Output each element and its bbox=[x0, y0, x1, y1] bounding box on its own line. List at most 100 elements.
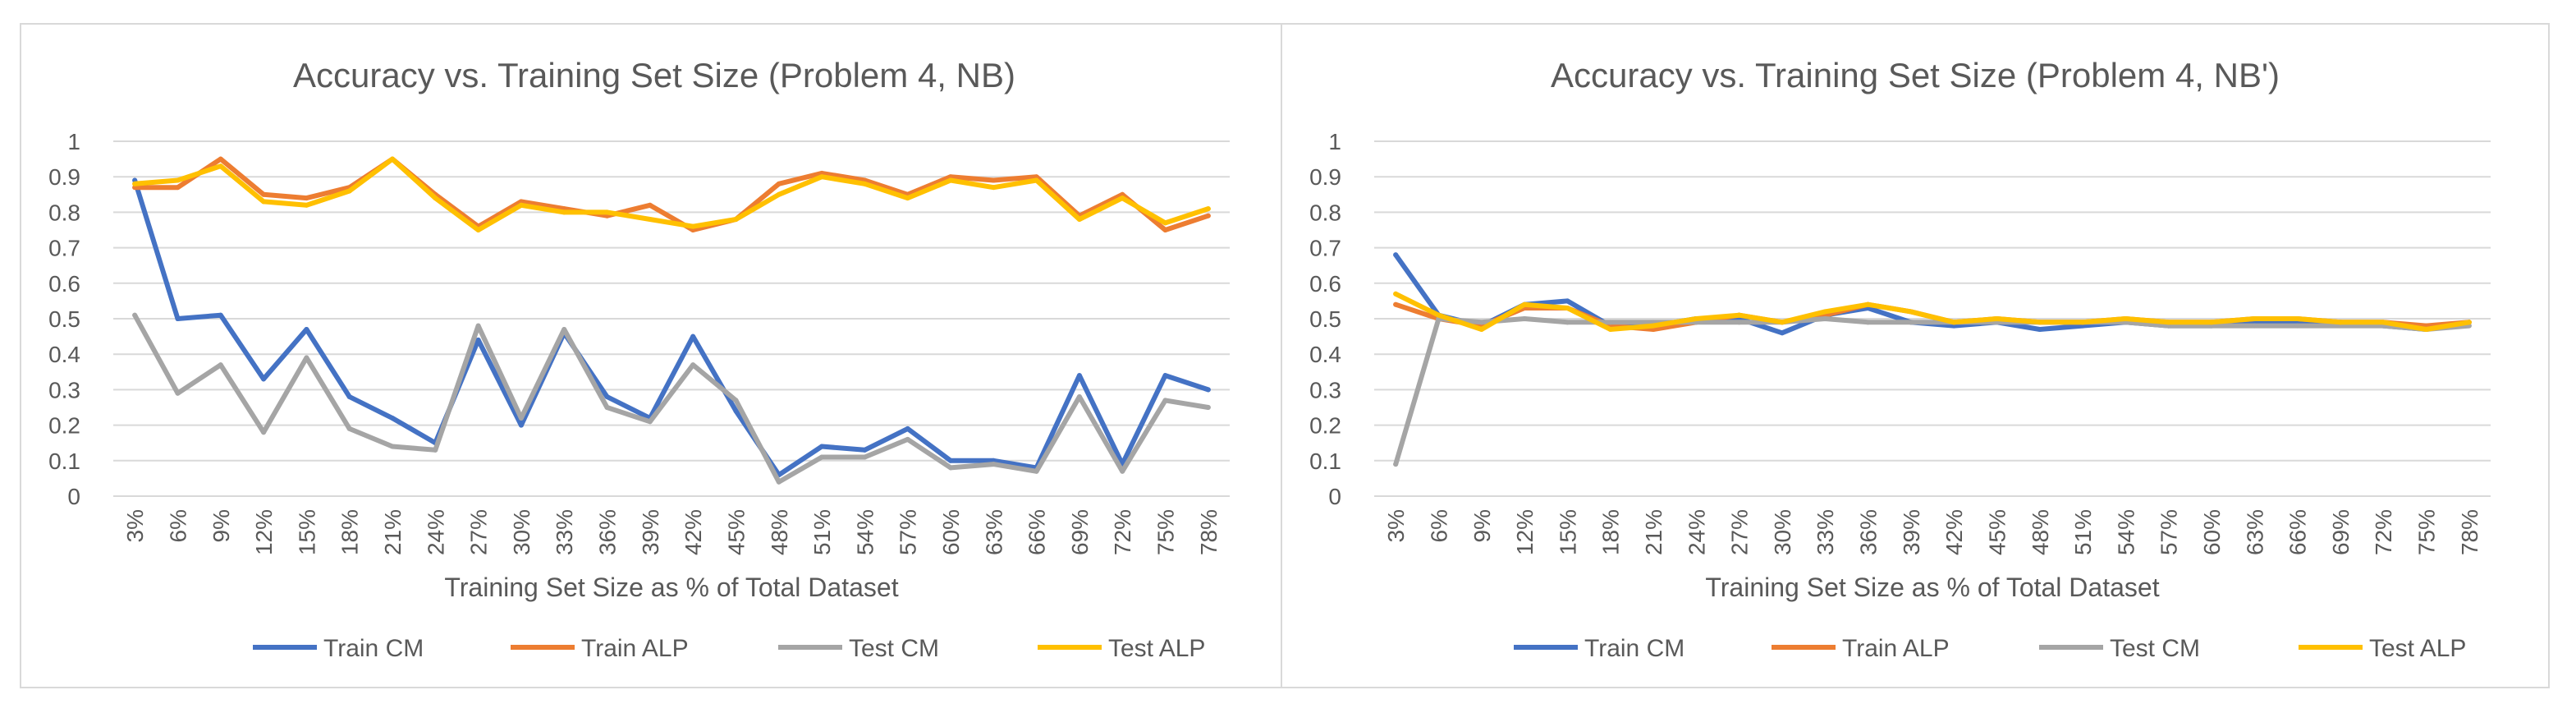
y-tick-label: 0.5 bbox=[48, 306, 80, 332]
data-point bbox=[1162, 228, 1168, 232]
x-tick-label: 75% bbox=[2414, 509, 2440, 555]
data-point bbox=[1120, 196, 1125, 201]
data-point bbox=[518, 422, 524, 428]
data-point bbox=[948, 174, 953, 180]
data-point bbox=[390, 156, 395, 162]
data-point bbox=[175, 316, 181, 321]
x-tick-label: 36% bbox=[595, 509, 621, 555]
x-tick-label: 36% bbox=[1856, 509, 1882, 555]
x-tick-label: 21% bbox=[1641, 509, 1666, 555]
data-point bbox=[433, 447, 438, 453]
legend-label: Test ALP bbox=[2369, 635, 2466, 662]
data-point bbox=[2123, 316, 2129, 321]
data-point bbox=[1865, 320, 1871, 325]
data-point bbox=[1908, 320, 1914, 325]
x-tick-label: 6% bbox=[165, 509, 190, 542]
x-tick-label: 27% bbox=[466, 509, 492, 555]
x-tick-label: 72% bbox=[1110, 509, 1135, 555]
data-point bbox=[218, 163, 223, 169]
chart-panel-nb-prime: Accuracy vs. Training Set Size (Problem … bbox=[1281, 23, 2550, 688]
data-point bbox=[1565, 320, 1570, 325]
y-tick-label: 0.6 bbox=[1309, 271, 1341, 297]
data-point bbox=[819, 444, 825, 449]
data-point bbox=[733, 398, 739, 403]
series-line-train-alp bbox=[132, 156, 1211, 232]
data-point bbox=[991, 177, 997, 183]
x-tick-label: 39% bbox=[638, 509, 663, 555]
chart-nb-prime: Accuracy vs. Training Set Size (Problem … bbox=[1309, 56, 2491, 662]
data-point bbox=[1393, 291, 1399, 297]
data-point bbox=[261, 191, 267, 197]
data-point bbox=[475, 323, 481, 329]
y-tick-label: 0.9 bbox=[48, 164, 80, 190]
data-point bbox=[218, 312, 223, 318]
y-tick-label: 0.5 bbox=[1309, 306, 1341, 332]
data-point bbox=[475, 228, 481, 232]
x-tick-label: 24% bbox=[1684, 509, 1709, 555]
x-tick-label: 15% bbox=[1555, 509, 1580, 555]
series-test-alp bbox=[132, 156, 1211, 232]
y-tick-label: 0.6 bbox=[48, 271, 80, 297]
legend-item-train-cm: Train CM bbox=[1514, 635, 1684, 662]
data-point bbox=[1034, 174, 1039, 180]
data-point bbox=[991, 185, 997, 191]
x-axis-label: Training Set Size as % of Total Dataset bbox=[1705, 573, 2159, 602]
series-train-cm bbox=[132, 177, 1211, 478]
x-tick-label: 60% bbox=[938, 509, 964, 555]
x-tick-label: 66% bbox=[1024, 509, 1050, 555]
data-point bbox=[433, 196, 438, 201]
x-tick-label: 48% bbox=[767, 509, 792, 555]
data-point bbox=[2381, 320, 2386, 325]
data-point bbox=[647, 202, 653, 208]
y-tick-label: 0.1 bbox=[48, 448, 80, 474]
data-point bbox=[132, 312, 138, 318]
data-point bbox=[518, 202, 524, 208]
data-point bbox=[1162, 398, 1168, 403]
x-tick-label: 60% bbox=[2199, 509, 2225, 555]
legend-item-train-alp: Train ALP bbox=[511, 635, 689, 662]
data-point bbox=[991, 462, 997, 467]
data-point bbox=[261, 199, 267, 205]
data-point bbox=[1994, 316, 2000, 321]
x-tick-label: 18% bbox=[337, 509, 363, 555]
data-point bbox=[2252, 323, 2257, 329]
series-line-test-alp bbox=[132, 156, 1211, 232]
data-point bbox=[175, 390, 181, 396]
x-tick-label: 33% bbox=[552, 509, 577, 555]
data-point bbox=[1393, 301, 1399, 307]
y-tick-label: 0 bbox=[67, 484, 80, 509]
x-tick-label: 21% bbox=[380, 509, 406, 555]
legend-item-train-cm: Train CM bbox=[253, 635, 424, 662]
data-point bbox=[475, 337, 481, 343]
data-point bbox=[261, 376, 267, 382]
x-tick-label: 45% bbox=[1984, 509, 2010, 555]
x-tick-label: 69% bbox=[1067, 509, 1093, 555]
x-tick-label: 54% bbox=[2113, 509, 2138, 555]
data-point bbox=[2337, 320, 2343, 325]
data-point bbox=[1822, 316, 1828, 321]
data-point bbox=[690, 362, 696, 368]
data-point bbox=[1736, 320, 1742, 325]
series-line-test-cm bbox=[132, 312, 1211, 485]
data-point bbox=[175, 177, 181, 183]
y-tick-label: 0.9 bbox=[1309, 164, 1341, 190]
x-tick-label: 3% bbox=[1383, 509, 1409, 542]
data-point bbox=[2423, 326, 2429, 332]
legend-label: Test CM bbox=[849, 635, 939, 662]
data-point bbox=[132, 181, 138, 186]
y-tick-label: 0.8 bbox=[48, 200, 80, 225]
x-tick-label: 24% bbox=[423, 509, 448, 555]
data-point bbox=[218, 156, 223, 162]
x-tick-label: 75% bbox=[1153, 509, 1179, 555]
legend-label: Test ALP bbox=[1108, 635, 1205, 662]
data-point bbox=[175, 185, 181, 191]
data-point bbox=[1162, 373, 1168, 379]
x-tick-label: 3% bbox=[122, 509, 148, 542]
data-point bbox=[1076, 373, 1082, 379]
x-tick-label: 30% bbox=[1770, 509, 1795, 555]
x-tick-label: 51% bbox=[2070, 509, 2096, 555]
data-point bbox=[390, 444, 395, 449]
data-point bbox=[948, 465, 953, 471]
data-point bbox=[1120, 191, 1125, 197]
legend-label: Train ALP bbox=[1842, 635, 1950, 662]
